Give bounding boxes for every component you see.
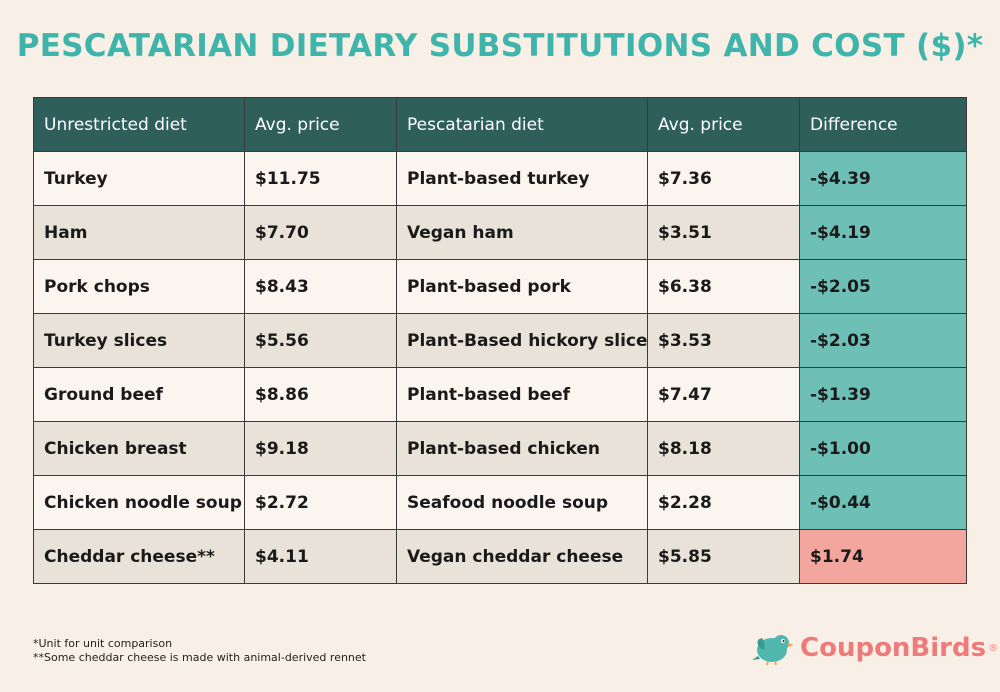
- unrestricted-price-cell: $9.18: [244, 421, 397, 476]
- unrestricted-item-cell: Ground beef: [33, 367, 245, 422]
- unrestricted-item-cell: Pork chops: [33, 259, 245, 314]
- footnote: *Unit for unit comparison: [33, 637, 173, 650]
- table-body: Turkey $11.75 Plant-based turkey $7.36 -$4.3…: [33, 151, 967, 584]
- pescatarian-item-cell: Vegan cheddar cheese: [396, 529, 648, 584]
- difference-cell: -$0.44: [799, 475, 967, 530]
- table-row: Cheddar cheese** $4.11 Vegan cheddar chees…: [33, 529, 967, 584]
- unrestricted-price-cell: $11.75: [244, 151, 397, 206]
- pescatarian-price-cell: $2.28: [647, 475, 800, 530]
- unrestricted-item-cell: Cheddar cheese**: [33, 529, 245, 584]
- unrestricted-item-cell: Chicken noodle soup: [33, 475, 245, 530]
- table-row: Turkey $11.75 Plant-based turkey $7.36 -$4.3…: [33, 151, 967, 206]
- column-header: Unrestricted diet: [33, 97, 245, 152]
- unrestricted-item-cell: Chicken breast: [33, 421, 245, 476]
- pescatarian-item-cell: Plant-based pork: [396, 259, 648, 314]
- table-row: Turkey slices $5.56 Plant-Based hickory sl…: [33, 313, 967, 368]
- table-row: Chicken breast $9.18 Plant-based chicken $8…: [33, 421, 967, 476]
- difference-cell: $1.74: [799, 529, 967, 584]
- difference-cell: -$2.03: [799, 313, 967, 368]
- column-header: Avg. price: [647, 97, 800, 152]
- pescatarian-item-cell: Vegan ham: [396, 205, 648, 260]
- table-row: Chicken noodle soup $2.72 Seafood noodle s…: [33, 475, 967, 530]
- unrestricted-price-cell: $8.43: [244, 259, 397, 314]
- pescatarian-item-cell: Seafood noodle soup: [396, 475, 648, 530]
- pescatarian-price-cell: $3.51: [647, 205, 800, 260]
- column-header: Avg. price: [244, 97, 397, 152]
- table-row: Ham $7.70 Vegan ham $3.51 -$4.19: [33, 205, 967, 260]
- cost-table: Unrestricted diet Avg. price Pescatarian…: [33, 97, 967, 584]
- pescatarian-item-cell: Plant-based beef: [396, 367, 648, 422]
- unrestricted-price-cell: $5.56: [244, 313, 397, 368]
- column-header: Difference: [799, 97, 967, 152]
- pescatarian-item-cell: Plant-Based hickory slices: [396, 313, 648, 368]
- pescatarian-price-cell: $8.18: [647, 421, 800, 476]
- column-header: Pescatarian diet: [396, 97, 648, 152]
- unrestricted-item-cell: Ham: [33, 205, 245, 260]
- footnotes: *Unit for unit comparison **Some cheddar…: [33, 637, 366, 665]
- unrestricted-item-cell: Turkey: [33, 151, 245, 206]
- table-row: Ground beef $8.86 Plant-based beef $7.47 -$1…: [33, 367, 967, 422]
- header-row: Unrestricted diet Avg. price Pescatarian…: [33, 97, 967, 152]
- pescatarian-price-cell: $7.47: [647, 367, 800, 422]
- pescatarian-price-cell: $5.85: [647, 529, 800, 584]
- difference-cell: -$2.05: [799, 259, 967, 314]
- table-row: Pork chops $8.43 Plant-based pork $6.38 -$2.…: [33, 259, 967, 314]
- pescatarian-price-cell: $7.36: [647, 151, 800, 206]
- bird-icon: [752, 635, 794, 666]
- page-title: PESCATARIAN DIETARY SUBSTITUTIONS AND CO…: [16, 28, 984, 64]
- difference-cell: -$1.00: [799, 421, 967, 476]
- pescatarian-item-cell: Plant-based turkey: [396, 151, 648, 206]
- pescatarian-price-cell: $3.53: [647, 313, 800, 368]
- unrestricted-item-cell: Turkey slices: [33, 313, 245, 368]
- difference-cell: -$1.39: [799, 367, 967, 422]
- registered-mark: ®: [988, 642, 999, 654]
- brand-logo: CouponBirds ®: [752, 630, 998, 666]
- difference-cell: -$4.19: [799, 205, 967, 260]
- logo-text: CouponBirds: [800, 633, 987, 663]
- footnote: **Some cheddar cheese is made with anima…: [33, 651, 366, 664]
- pescatarian-price-cell: $6.38: [647, 259, 800, 314]
- unrestricted-price-cell: $8.86: [244, 367, 397, 422]
- unrestricted-price-cell: $2.72: [244, 475, 397, 530]
- pescatarian-item-cell: Plant-based chicken: [396, 421, 648, 476]
- difference-cell: -$4.39: [799, 151, 967, 206]
- unrestricted-price-cell: $4.11: [244, 529, 397, 584]
- unrestricted-price-cell: $7.70: [244, 205, 397, 260]
